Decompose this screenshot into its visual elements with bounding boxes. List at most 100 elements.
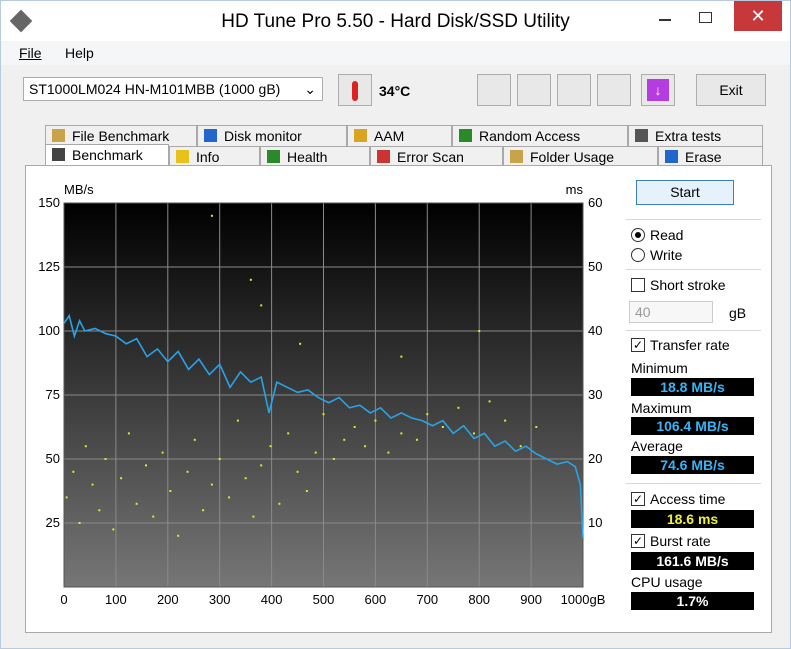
minimum-label: Minimum [631, 360, 688, 376]
tool-button[interactable] [597, 74, 631, 106]
separator [626, 330, 761, 331]
y-tick-label: 100 [38, 323, 60, 338]
access-time-point [169, 490, 172, 492]
radio-read[interactable] [631, 228, 645, 242]
radio-write[interactable] [631, 248, 645, 262]
tab-icon [354, 129, 367, 142]
access-time-point [415, 438, 418, 441]
access-time-point [78, 522, 81, 524]
maximize[interactable] [699, 12, 712, 23]
separator [626, 269, 761, 270]
access-time-label: Access time [650, 491, 726, 507]
tool-button[interactable] [477, 74, 511, 106]
access-time-point [152, 515, 155, 518]
x-tick-label: 700 [416, 592, 438, 607]
y-tick-label: 150 [38, 195, 60, 210]
x-tick-label: 200 [157, 592, 179, 607]
minimum-value: 18.8 MB/s [631, 378, 754, 396]
access-time-point [488, 400, 491, 403]
access-time-point [387, 451, 390, 454]
access-time-point [104, 458, 107, 460]
access-time-point [260, 464, 263, 467]
access-time-point [332, 458, 335, 460]
dropdown-arrow: ⌄ [304, 81, 316, 97]
checkbox[interactable]: ✓ [631, 534, 645, 548]
temperature: 34°C [379, 83, 411, 99]
drive-name: ST1000LM024 HN-M101MBB (1000 gB) [29, 81, 281, 97]
x-tick-label: 100 [105, 592, 127, 607]
access-time-point [84, 445, 87, 448]
tab[interactable]: Info [169, 146, 260, 167]
access-time-point [457, 406, 460, 409]
cpu-value: 1.7% [631, 592, 754, 610]
tab[interactable]: Benchmark [45, 144, 169, 167]
checkbox[interactable] [631, 278, 645, 292]
access-time-point [287, 432, 290, 435]
tool-button[interactable]: ↓ [641, 74, 675, 106]
access-time-point [228, 496, 231, 499]
short-stroke-label: Short stroke [650, 277, 726, 293]
tab[interactable]: File Benchmark [45, 125, 197, 146]
x-tick-label: 400 [261, 592, 283, 607]
x-tick-label: 500 [313, 592, 335, 607]
tab[interactable]: Erase [658, 146, 763, 167]
x-tick-label: 900 [520, 592, 542, 607]
tool-button[interactable] [517, 74, 551, 106]
separator [626, 483, 761, 484]
access-time-point [322, 413, 325, 416]
tab[interactable]: Disk monitor [197, 125, 347, 146]
access-time-point [252, 515, 255, 518]
average-label: Average [631, 438, 683, 454]
tab-label: File Benchmark [72, 128, 170, 144]
tab[interactable]: Random Access [452, 125, 628, 146]
start-button[interactable]: Start [636, 180, 734, 205]
y2-tick-label: 10 [588, 515, 602, 530]
access-time-point [278, 502, 281, 505]
tab[interactable]: Extra tests [628, 125, 763, 146]
minimize[interactable] [659, 19, 671, 21]
tab-icon [665, 150, 678, 163]
x-tick-label: 600 [365, 592, 387, 607]
temp-button[interactable] [338, 74, 372, 106]
tab[interactable]: Health [260, 146, 370, 167]
stroke-unit: gB [729, 305, 747, 321]
tab-label: AAM [374, 128, 405, 144]
access-time-point [305, 490, 308, 492]
tab-icon [176, 150, 189, 163]
access-time-point [120, 477, 123, 480]
tab-icon [52, 148, 65, 161]
tab-label: Extra tests [655, 128, 722, 144]
tool-button[interactable] [557, 74, 591, 106]
access-time-point [314, 451, 317, 454]
tab-label: Disk monitor [224, 128, 302, 144]
access-time-point [72, 470, 75, 473]
tab[interactable]: AAM [347, 125, 452, 146]
thermometer [352, 81, 358, 101]
access-time-point [299, 342, 302, 345]
menu-item[interactable]: Help [65, 45, 94, 61]
access-time-point [353, 426, 356, 428]
menu-item[interactable]: File [19, 45, 42, 61]
access-time-point [244, 477, 247, 480]
access-time-point [519, 445, 522, 448]
title-bar [1, 1, 790, 41]
y-tick-label: 25 [46, 515, 60, 530]
checkbox[interactable]: ✓ [631, 492, 645, 506]
access-time-point [426, 413, 429, 416]
download-icon: ↓ [647, 79, 669, 101]
y-tick-label: 125 [38, 259, 60, 274]
access-time-point [98, 509, 101, 512]
drive-select[interactable]: ST1000LM024 HN-M101MBB (1000 gB) ⌄ [23, 77, 323, 101]
tab[interactable]: Error Scan [370, 146, 503, 167]
stroke-input[interactable]: 40 [629, 301, 713, 323]
transfer-rate-line [63, 313, 584, 539]
access-time-point [202, 509, 205, 512]
access-time-point [504, 419, 507, 422]
checkbox[interactable]: ✓ [631, 338, 645, 352]
access-time-point [260, 304, 263, 307]
tab-label: Benchmark [72, 147, 143, 163]
close[interactable]: ✕ [734, 1, 782, 31]
exit-button[interactable]: Exit [696, 74, 766, 106]
tab[interactable]: Folder Usage [503, 146, 658, 167]
maximum-value: 106.4 MB/s [631, 417, 754, 435]
